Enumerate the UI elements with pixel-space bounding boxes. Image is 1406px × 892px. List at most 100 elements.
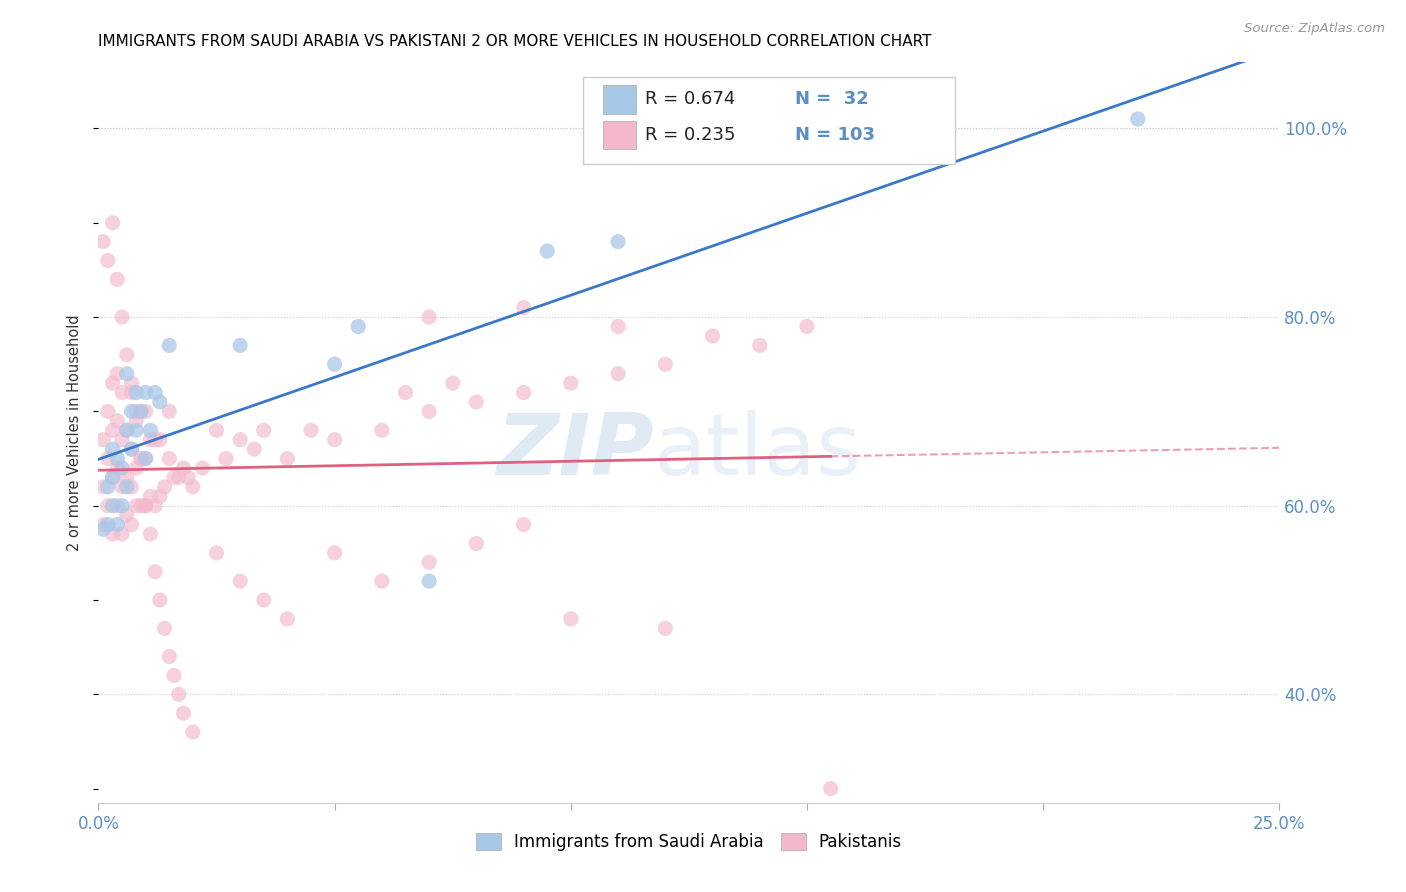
Point	[115, 423, 138, 437]
Point	[101, 442, 124, 457]
Point	[121, 480, 143, 494]
Point	[129, 499, 152, 513]
Point	[215, 451, 238, 466]
Point	[820, 781, 842, 796]
Point	[91, 433, 114, 447]
Point	[97, 517, 120, 532]
Point	[97, 499, 120, 513]
Point	[167, 687, 190, 701]
Point	[121, 376, 143, 390]
Point	[121, 442, 143, 457]
Point	[101, 376, 124, 390]
Point	[560, 376, 582, 390]
Point	[139, 489, 162, 503]
Point	[149, 433, 172, 447]
Point	[149, 395, 172, 409]
Point	[129, 404, 152, 418]
Point	[157, 404, 180, 418]
Point	[371, 423, 394, 437]
Point	[91, 235, 114, 249]
Point	[607, 367, 630, 381]
Point	[105, 451, 128, 466]
Point	[441, 376, 464, 390]
Point	[111, 385, 134, 400]
Point	[157, 451, 180, 466]
Point	[115, 470, 138, 484]
Point	[191, 461, 214, 475]
Point	[101, 216, 124, 230]
Point	[115, 480, 138, 494]
Point	[323, 357, 346, 371]
Point	[323, 546, 346, 560]
Point	[157, 649, 180, 664]
Point	[512, 301, 534, 315]
Point	[115, 508, 138, 523]
Point	[512, 517, 534, 532]
Point	[654, 621, 676, 635]
Point	[157, 338, 180, 352]
Point	[139, 527, 162, 541]
Point	[177, 470, 200, 484]
Point	[135, 451, 157, 466]
Point	[276, 612, 298, 626]
Point	[890, 150, 912, 164]
Point	[135, 499, 157, 513]
Point	[371, 574, 394, 589]
Point	[115, 367, 138, 381]
Point	[129, 451, 152, 466]
Point	[115, 348, 138, 362]
Point	[111, 527, 134, 541]
Point	[276, 451, 298, 466]
Point	[125, 461, 148, 475]
Y-axis label: 2 or more Vehicles in Household: 2 or more Vehicles in Household	[67, 314, 83, 551]
Point	[125, 414, 148, 428]
Point	[607, 319, 630, 334]
Text: IMMIGRANTS FROM SAUDI ARABIA VS PAKISTANI 2 OR MORE VEHICLES IN HOUSEHOLD CORREL: IMMIGRANTS FROM SAUDI ARABIA VS PAKISTAN…	[98, 34, 932, 49]
Point	[323, 433, 346, 447]
Point	[129, 404, 152, 418]
Point	[135, 385, 157, 400]
Point	[101, 499, 124, 513]
FancyBboxPatch shape	[603, 121, 636, 149]
Point	[97, 253, 120, 268]
Point	[97, 451, 120, 466]
Point	[205, 546, 228, 560]
Point	[167, 470, 190, 484]
Point	[149, 593, 172, 607]
Text: ZIP: ZIP	[496, 409, 654, 492]
Point	[101, 527, 124, 541]
Point	[121, 517, 143, 532]
Point	[125, 404, 148, 418]
Point	[143, 433, 166, 447]
Point	[153, 480, 176, 494]
Point	[607, 235, 630, 249]
Point	[253, 593, 276, 607]
Point	[97, 404, 120, 418]
Point	[347, 319, 370, 334]
Point	[121, 385, 143, 400]
Point	[105, 414, 128, 428]
Point	[253, 423, 276, 437]
Point	[181, 725, 204, 739]
Point	[121, 442, 143, 457]
Text: N = 103: N = 103	[796, 126, 875, 144]
Point	[536, 244, 558, 258]
Point	[105, 367, 128, 381]
Point	[111, 433, 134, 447]
Point	[512, 385, 534, 400]
Point	[229, 433, 252, 447]
Point	[105, 517, 128, 532]
Point	[394, 385, 416, 400]
Point	[143, 385, 166, 400]
Text: R = 0.674: R = 0.674	[645, 90, 735, 109]
Point	[125, 499, 148, 513]
Point	[121, 404, 143, 418]
Point	[702, 329, 724, 343]
Point	[299, 423, 322, 437]
Point	[418, 555, 440, 569]
Point	[418, 404, 440, 418]
Point	[125, 385, 148, 400]
Point	[143, 499, 166, 513]
Point	[1126, 112, 1149, 126]
Point	[796, 319, 818, 334]
